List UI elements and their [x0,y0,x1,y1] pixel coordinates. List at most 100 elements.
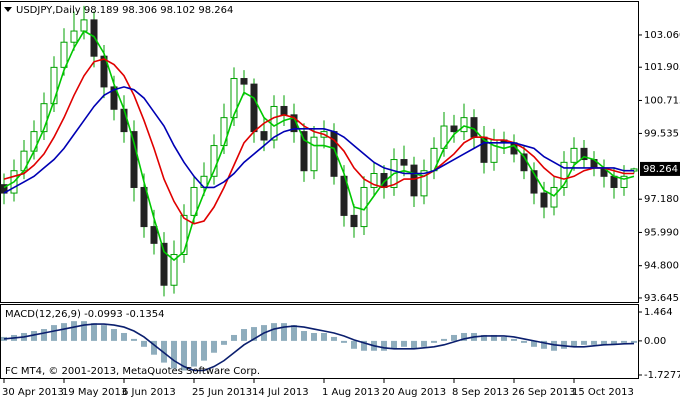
candle-body [50,66,58,105]
macd-bar [441,338,447,341]
candle-body [410,164,418,197]
candle-body [210,145,218,177]
x-tick-label: 14 Jul 2013 [252,387,309,398]
candle-body [580,147,588,161]
macd-bar [341,340,347,343]
candle-body [250,83,258,133]
candle-body [280,105,288,116]
macd-bar [521,340,527,343]
macd-bar [311,332,317,341]
macd-bar [321,332,327,341]
macd-bar [191,340,197,367]
macd-bar [421,340,427,347]
macd-bar [281,323,287,341]
candle-body [560,161,568,188]
candle-body [530,170,538,194]
macd-bar [241,329,247,341]
macd-bar [231,334,237,341]
candle-body [460,117,468,133]
x-tick-label: 8 Sep 2013 [452,387,509,398]
candle-body [120,108,128,133]
macd-bar [141,340,147,347]
x-tick-label: 15 Oct 2013 [572,387,634,398]
x-tick-label: 30 Apr 2013 [2,387,64,398]
candle-body [350,214,358,228]
candle-body [190,186,198,216]
macd-bar [211,340,217,353]
y-tick-label: 95.990 [644,227,679,238]
macd-bar [401,340,407,347]
macd-bar [511,338,517,341]
macd-bar [531,340,537,347]
macd-bar [221,340,227,345]
x-tick-label: 1 Aug 2013 [322,387,380,398]
macd-bar [451,334,457,341]
macd-bar [81,321,87,341]
y-tick-label: 94.800 [644,261,679,272]
candle-body [620,175,628,188]
candle-body [100,55,108,88]
macd-bar [361,340,367,351]
menu-arrow[interactable] [4,7,12,12]
macd-bar [551,340,557,351]
macd-bar [61,323,67,341]
macd-bar [111,329,117,341]
candle-body [550,186,558,208]
y-tick-label: 100.715 [644,95,680,106]
macd-bar [171,340,177,369]
main-panel [0,1,639,303]
y-tick-label: 101.905 [644,62,680,73]
candle-body [540,192,548,208]
macd-bar [431,340,437,343]
macd-bar [291,325,297,341]
macd-bar [91,323,97,341]
macd-title: MACD(12,26,9) -0.0993 -0.1354 [5,309,165,320]
candle-body [150,226,158,244]
candle-body [170,254,178,286]
macd-bar [351,340,357,349]
macd-bar [31,331,37,341]
macd-bar [41,329,47,341]
plot-layer [0,5,638,372]
copyright: FC MT4, © 2001-2013, MetaQuotes Software… [5,366,260,377]
macd-bar [271,323,277,341]
moving-average-line [3,29,635,262]
chart-title: USDJPY,Daily 98.189 98.306 98.102 98.264 [16,5,233,16]
macd-bar [501,336,507,341]
macd-bar [201,340,207,361]
y-tick-label: -1.7277 [644,370,680,381]
macd-bar [581,340,587,345]
price-marker-label: 98.264 [643,164,678,175]
macd-bar [561,340,567,349]
candle-body [130,131,138,188]
macd-bar [301,331,307,341]
price-marker [640,161,680,176]
x-tick-label: 6 Jun 2013 [122,387,176,398]
macd-bar [541,340,547,349]
macd-bar [631,340,637,343]
y-tick-label: 0.00 [644,336,666,347]
macd-bar [151,340,157,355]
macd-bar [601,340,607,345]
candle-body [260,131,268,141]
candle-body [610,175,618,188]
macd-bar [131,338,137,341]
moving-average-line [3,86,634,194]
macd-bar [51,325,57,341]
candle-body [70,30,78,43]
candle-body [240,78,248,85]
candle-body [570,147,578,163]
x-tick-label: 19 May 2013 [62,387,127,398]
macd-signal-line [3,323,635,372]
x-tick-label: 25 Jun 2013 [192,387,252,398]
macd-bar [461,332,467,341]
macd-bar [71,321,77,341]
macd-bar [621,340,627,343]
candle-body [400,159,408,166]
candle-body [360,186,368,228]
macd-bar [181,340,187,371]
macd-bar [571,340,577,347]
candle-body [110,86,118,110]
macd-bar [101,325,107,341]
